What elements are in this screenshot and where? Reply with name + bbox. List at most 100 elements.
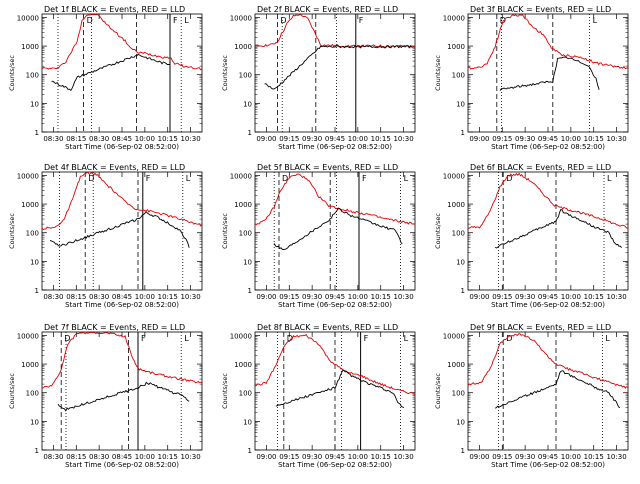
marker-letter: L (184, 16, 189, 25)
x-tick-label: 10:00 (348, 135, 368, 143)
y-tick-label: 100 (26, 390, 39, 398)
events-series-line (499, 56, 600, 91)
y-tick-label: 10000 (230, 332, 252, 340)
x-tick-label: 09:30 (302, 293, 322, 301)
y-tick-label: 100 (26, 72, 39, 80)
x-tick-label: 08:45 (112, 453, 132, 461)
x-tick-label: 10:15 (158, 135, 178, 143)
x-tick-label: 10:15 (584, 135, 604, 143)
chart-panel-6: Det 6f BLACK = Events, RED = LLD 1 10 100 10… (434, 163, 629, 309)
marker-letter: F (364, 334, 369, 343)
y-tick-label: 100 (239, 390, 252, 398)
x-tick-label: 09:30 (302, 453, 322, 461)
y-tick-label: 1 (461, 447, 465, 455)
x-tick-label: 10:15 (371, 453, 391, 461)
lld-series-line (467, 14, 629, 70)
x-tick-label: 10:15 (371, 135, 391, 143)
x-tick-label: 09:45 (325, 135, 345, 143)
y-tick-label: 1 (35, 287, 39, 295)
y-tick-label: 10000 (230, 14, 252, 22)
x-tick-label: 10:15 (584, 293, 604, 301)
chart-title: Det 9f BLACK = Events, RED = LLD (470, 323, 611, 332)
lld-series-line (41, 14, 203, 71)
y-tick-label: 10 (456, 418, 465, 426)
plot-frame (467, 13, 629, 133)
x-tick-label: 10:30 (393, 453, 413, 461)
x-tick-label: 10:00 (135, 293, 155, 301)
y-tick-label: 1000 (21, 43, 39, 51)
x-tick-label: 09:15 (279, 453, 299, 461)
events-series-line (275, 369, 405, 409)
chart-title: Det 6f BLACK = Events, RED = LLD (470, 163, 611, 172)
y-axis-label: Counts/sec (221, 55, 229, 91)
x-tick-label: 09:30 (515, 453, 535, 461)
x-tick-label: 08:30 (89, 453, 109, 461)
marker-letter: F (146, 174, 151, 183)
x-tick-label: 08:30 (43, 293, 63, 301)
y-tick-label: 10000 (443, 14, 465, 22)
x-tick-label: 10:00 (135, 453, 155, 461)
lld-series-line (254, 173, 416, 226)
marker-letter: L (404, 174, 409, 183)
x-tick-label: 09:45 (325, 293, 345, 301)
x-tick-label: 09:15 (279, 135, 299, 143)
plot-frame (41, 13, 203, 133)
chart-panel-1: Det 1f BLACK = Events, RED = LLD 1 10 100 10… (8, 5, 203, 151)
y-tick-label: 10 (243, 258, 252, 266)
y-tick-label: 100 (452, 230, 465, 238)
chart-panel-7: Det 7f BLACK = Events, RED = LLD 1 10 100 10… (8, 323, 203, 469)
x-tick-label: 10:30 (180, 293, 200, 301)
plot-frame (254, 13, 416, 133)
y-tick-label: 10000 (17, 14, 39, 22)
lld-series-line (41, 332, 203, 389)
x-tick-label: 09:15 (492, 453, 512, 461)
marker-letter: D (506, 174, 512, 183)
y-tick-label: 10 (30, 258, 39, 266)
x-tick-label: 08:30 (89, 293, 109, 301)
x-tick-label: 09:00 (469, 453, 489, 461)
plot-frame (467, 171, 629, 291)
x-tick-label: 10:30 (180, 453, 200, 461)
lld-series-line (467, 333, 629, 389)
marker-letter: D (506, 334, 512, 343)
x-axis-label: Start Time (06-Sep-02 08:52:00) (65, 461, 179, 469)
y-axis-label: Counts/sec (8, 213, 16, 249)
x-tick-label: 09:00 (256, 293, 276, 301)
chart-panel-5: Det 5f BLACK = Events, RED = LLD 1 10 100 10… (221, 163, 416, 309)
y-tick-label: 10 (30, 418, 39, 426)
chart-title: Det 2f BLACK = Events, RED = LLD (257, 5, 398, 14)
x-tick-label: 09:45 (538, 293, 558, 301)
x-tick-label: 10:15 (584, 453, 604, 461)
y-tick-label: 10000 (230, 172, 252, 180)
events-series-line (49, 210, 190, 248)
chart-title: Det 8f BLACK = Events, RED = LLD (257, 323, 398, 332)
chart-title: Det 4f BLACK = Events, RED = LLD (44, 163, 185, 172)
marker-letter: L (404, 334, 409, 343)
y-axis-label: Counts/sec (434, 373, 442, 409)
events-series-line (57, 381, 190, 412)
x-tick-label: 08:30 (43, 135, 63, 143)
y-tick-label: 1000 (447, 361, 465, 369)
x-tick-label: 10:30 (606, 453, 626, 461)
y-tick-label: 10000 (17, 172, 39, 180)
x-tick-label: 10:30 (393, 135, 413, 143)
x-tick-label: 10:00 (561, 453, 581, 461)
x-tick-label: 10:30 (180, 135, 200, 143)
y-tick-label: 10000 (443, 332, 465, 340)
marker-letter: D (87, 16, 93, 25)
y-tick-label: 1 (35, 447, 39, 455)
x-tick-label: 08:15 (66, 135, 86, 143)
marker-letter: L (593, 16, 598, 25)
lld-series-line (467, 172, 629, 229)
y-tick-label: 1 (461, 129, 465, 137)
y-axis-label: Counts/sec (8, 373, 16, 409)
y-tick-label: 10 (30, 100, 39, 108)
chart-title: Det 1f BLACK = Events, RED = LLD (44, 5, 185, 14)
x-tick-label: 09:00 (256, 453, 276, 461)
marker-letter: L (605, 334, 610, 343)
events-series-line (264, 44, 413, 90)
marker-letter: F (141, 334, 146, 343)
marker-letter: D (287, 334, 293, 343)
